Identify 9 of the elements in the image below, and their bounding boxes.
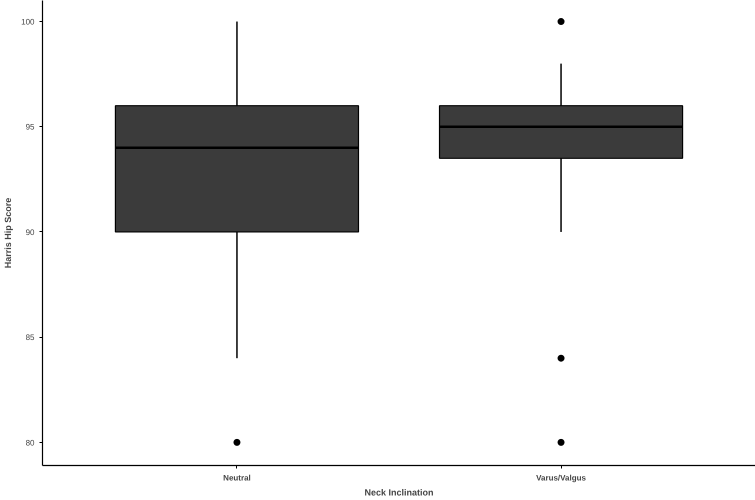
y-axis-title: Harris Hip Score (3, 198, 14, 268)
x-axis-title: Neck Inclination (364, 488, 434, 498)
y-tick-label: 100 (21, 18, 36, 27)
y-tick-label: 95 (26, 122, 36, 132)
y-tick-label: 85 (26, 333, 36, 342)
x-tick-label: Varus/Valgus (536, 474, 586, 482)
x-tick-label: Neutral (223, 474, 251, 482)
y-tick-label: 90 (26, 228, 36, 237)
y-tick-label: 80 (26, 438, 36, 448)
